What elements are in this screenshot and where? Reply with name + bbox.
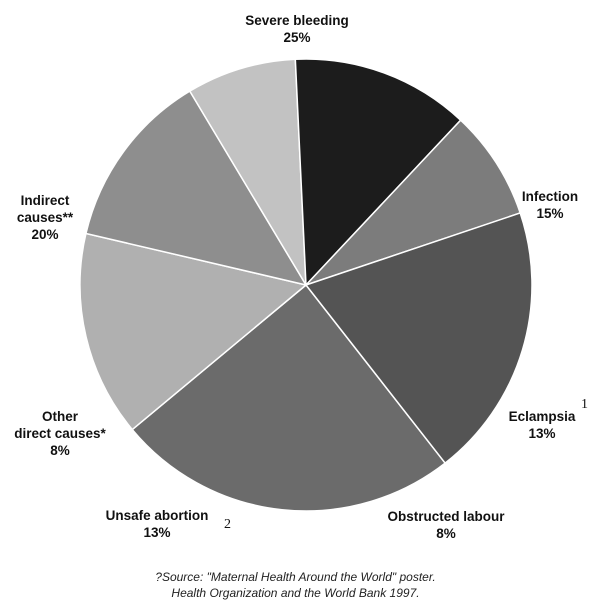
pie-slices bbox=[79, 58, 533, 512]
slice-name-label: Eclampsia bbox=[509, 409, 576, 424]
slice-name-label: causes** bbox=[17, 210, 74, 225]
pie-slice bbox=[188, 58, 307, 286]
slice-value-label: 8% bbox=[436, 526, 456, 541]
footnote-marker: 1 bbox=[581, 397, 588, 412]
slice-name-label: Unsafe abortion bbox=[106, 508, 209, 523]
slice-name-label: Severe bleeding bbox=[245, 13, 349, 28]
slice-label: Obstructed labour 8% bbox=[387, 509, 505, 541]
slice-value-label: 25% bbox=[283, 30, 310, 45]
slice-label: Eclampsia 13% bbox=[509, 409, 576, 441]
slice-value-label: 15% bbox=[536, 206, 563, 221]
slice-value-label: 13% bbox=[143, 525, 170, 540]
slice-name-label: Infection bbox=[522, 189, 578, 204]
pie-slice bbox=[131, 283, 447, 512]
pie-slice bbox=[294, 58, 462, 287]
slice-name-label: Other bbox=[42, 409, 79, 424]
slice-value-label: 20% bbox=[31, 227, 58, 242]
source-note-line-1: ?Source: "Maternal Health Around the Wor… bbox=[155, 570, 436, 584]
pie-slice bbox=[79, 232, 308, 431]
footnote-marker: 2 bbox=[224, 517, 231, 532]
slice-name-label: Indirect bbox=[21, 193, 70, 208]
slice-label: Severe bleeding 25% bbox=[245, 13, 349, 45]
slice-name-label: Obstructed labour bbox=[387, 509, 505, 524]
slice-label: Other direct causes* 8% bbox=[14, 409, 106, 458]
slice-name-label: direct causes* bbox=[14, 426, 106, 441]
slice-label: Unsafe abortion 13% bbox=[106, 508, 209, 540]
slice-label: Infection 15% bbox=[522, 189, 578, 221]
slice-label: Indirect causes** 20% bbox=[17, 193, 74, 242]
source-note-line-2: Health Organization and the World Bank 1… bbox=[171, 586, 420, 600]
pie-slice bbox=[304, 212, 533, 465]
pie-slice bbox=[305, 119, 522, 286]
slice-value-label: 13% bbox=[528, 426, 555, 441]
pie-slice bbox=[85, 90, 308, 287]
pie-labels: Severe bleeding 25% Infection 15% Eclampsia 1… bbox=[14, 13, 588, 541]
slice-value-label: 8% bbox=[50, 443, 70, 458]
